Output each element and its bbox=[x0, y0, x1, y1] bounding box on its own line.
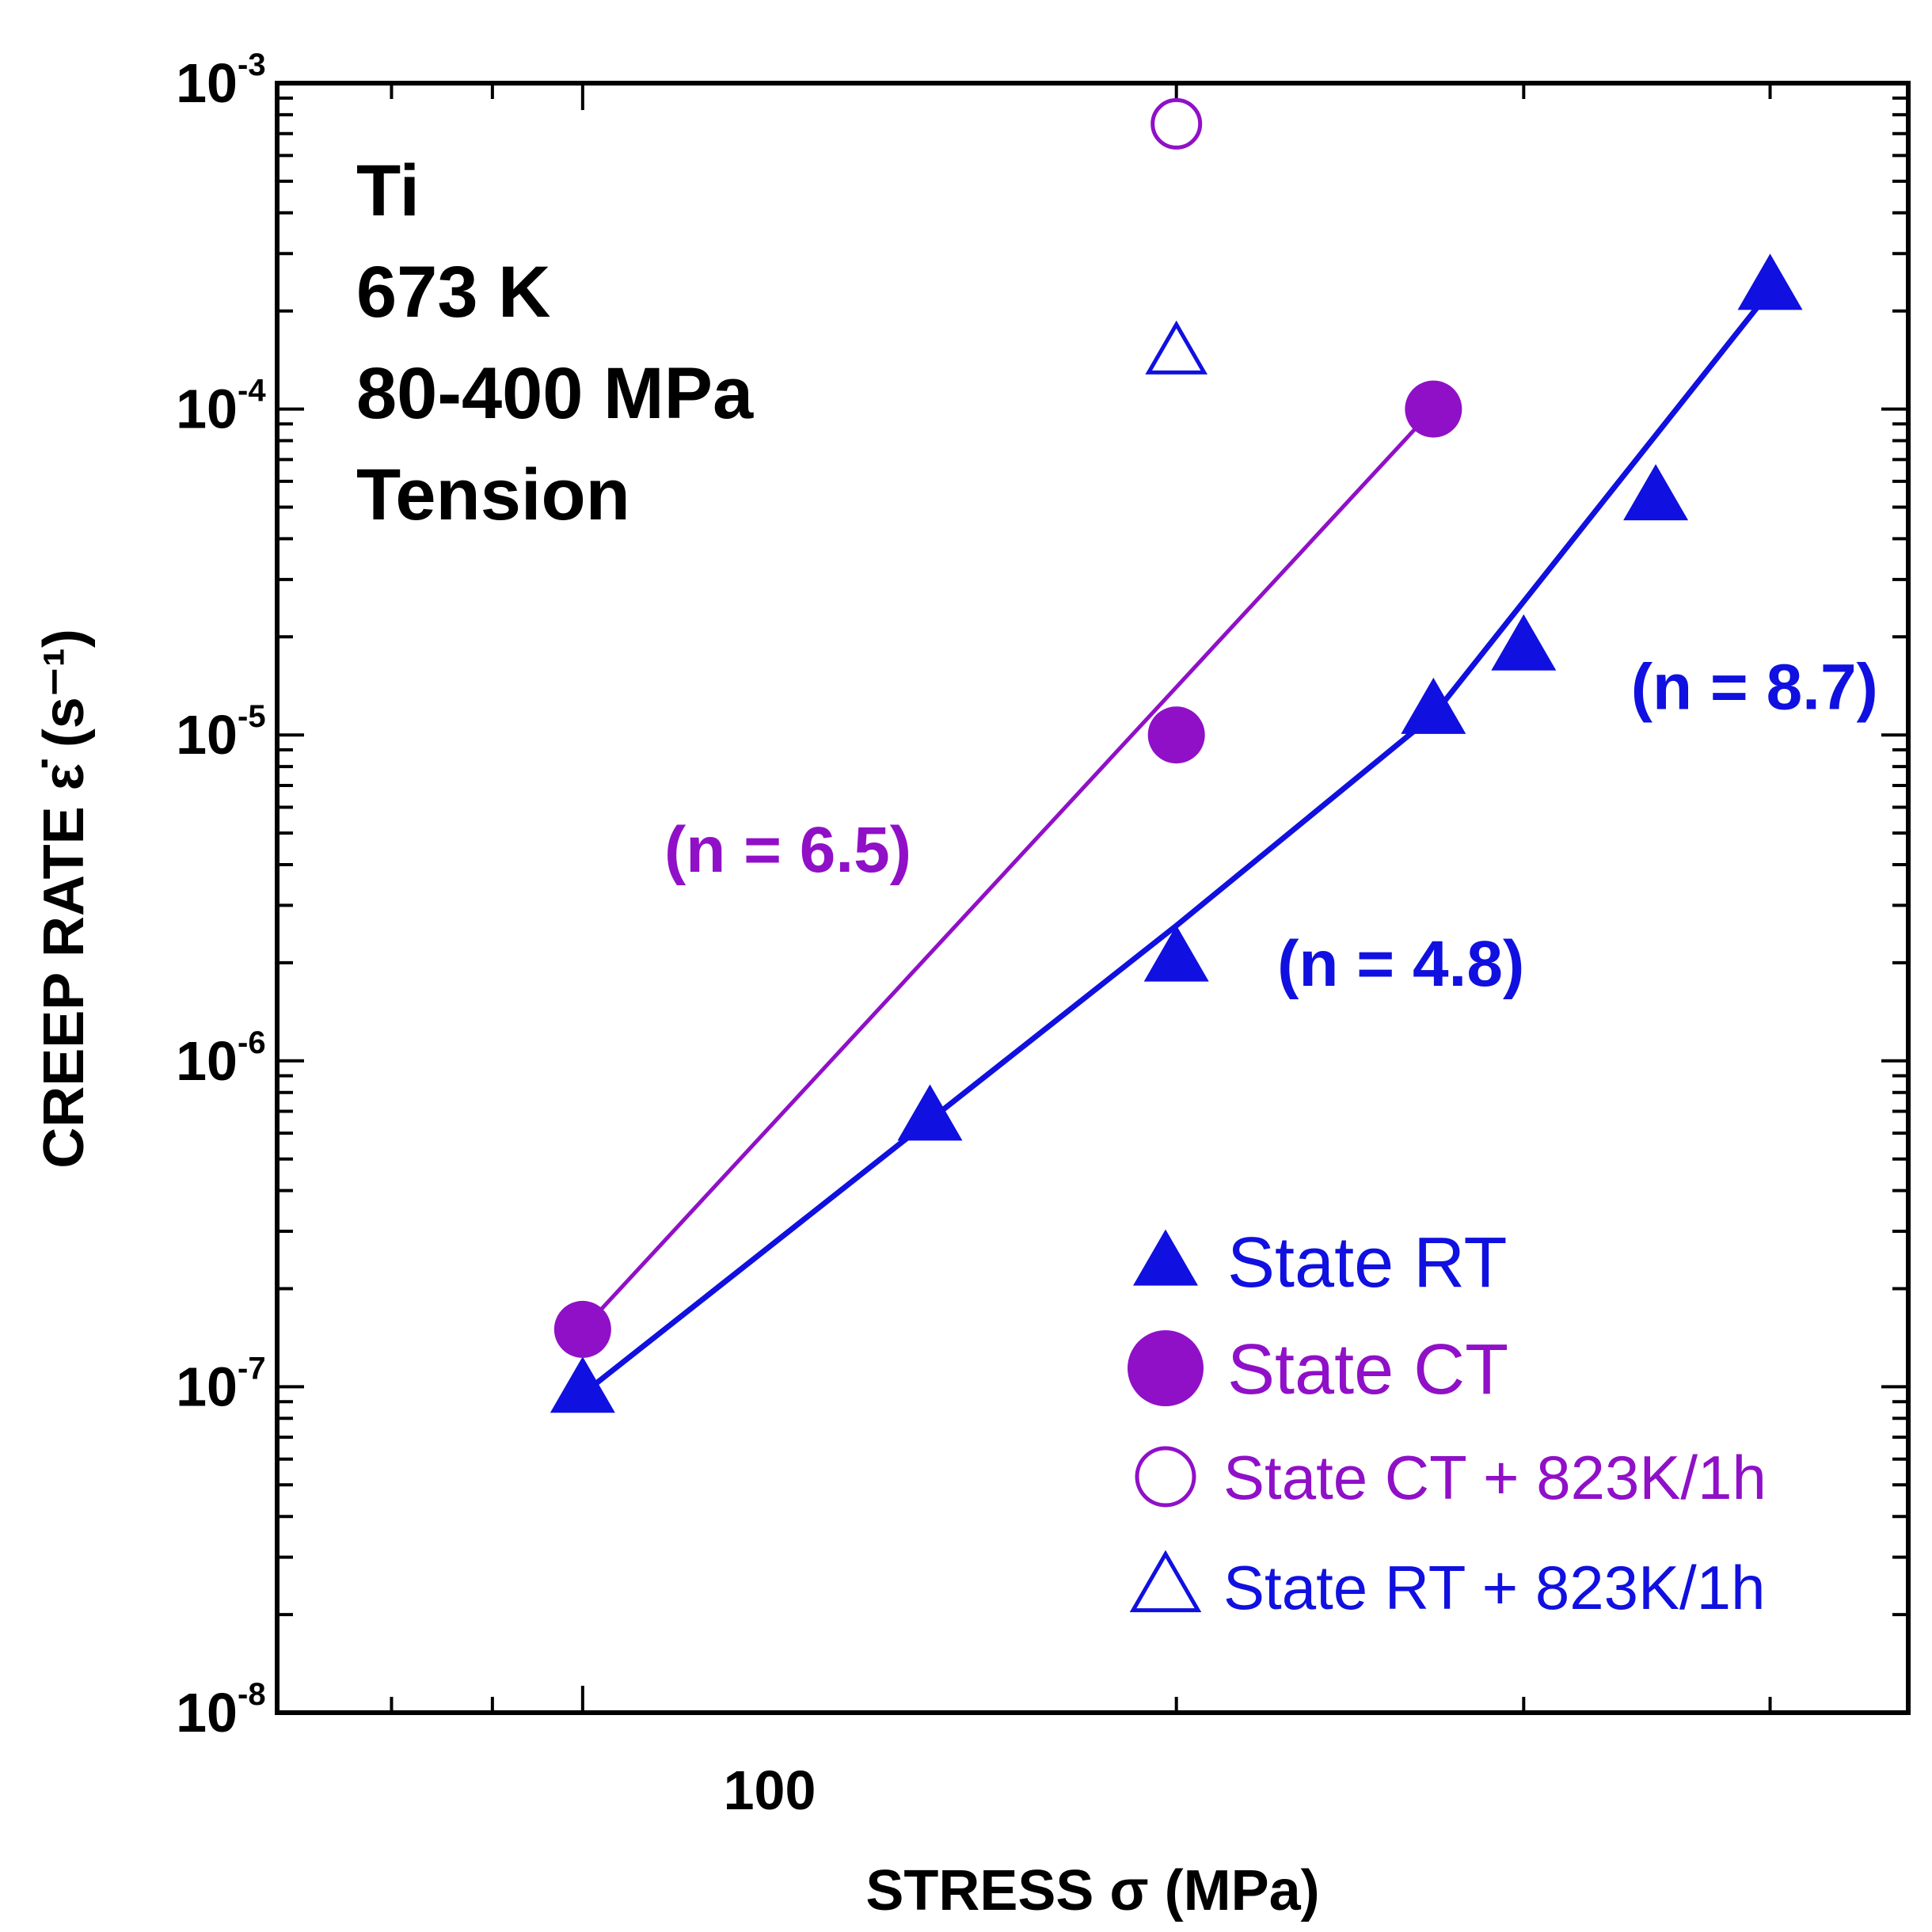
point-state-rt bbox=[897, 1084, 963, 1141]
annotation-n-6-5: (n = 6.5) bbox=[664, 814, 911, 886]
y-tick-label-exponent: -5 bbox=[238, 699, 266, 734]
point-state-ct-823k-1h bbox=[1150, 97, 1203, 150]
point-state-rt bbox=[550, 1356, 615, 1413]
legend-label-state-ct-823k: State CT + 823K/1h bbox=[1223, 1443, 1767, 1512]
y-tick-label-exponent: -8 bbox=[238, 1677, 266, 1712]
data-points bbox=[550, 97, 1803, 1413]
info-stress-range: 80-400 MPa bbox=[356, 353, 754, 434]
annotation-n-4-8: (n = 4.8) bbox=[1277, 928, 1524, 1000]
legend-label-state-rt-823k: State RT + 823K/1h bbox=[1223, 1553, 1765, 1622]
x-axis-title: STRESS σ (MPa) bbox=[865, 1859, 1319, 1922]
y-tick-label-exponent: -6 bbox=[238, 1025, 266, 1060]
y-tick-label: 10 bbox=[176, 1682, 238, 1744]
legend-marker-state-ct bbox=[1128, 1330, 1204, 1406]
y-tick-label: 10 bbox=[176, 378, 238, 440]
legend-label-state-rt: State RT bbox=[1227, 1223, 1508, 1303]
y-tick-label-exponent: -4 bbox=[238, 374, 266, 409]
legend-marker-state-ct-823k bbox=[1135, 1446, 1196, 1508]
point-state-ct bbox=[1405, 380, 1462, 438]
y-tick-label-exponent: -7 bbox=[238, 1351, 266, 1386]
plot-frame bbox=[275, 81, 1911, 1715]
point-state-rt bbox=[1491, 614, 1557, 671]
y-tick-label: 10 bbox=[176, 52, 238, 114]
y-tick-label: 10 bbox=[176, 704, 238, 766]
point-state-rt-823k-1h bbox=[1145, 320, 1208, 375]
legend-label-state-ct: State CT bbox=[1227, 1330, 1508, 1409]
x-tick-label-100: 100 bbox=[724, 1759, 816, 1821]
info-material: Ti bbox=[356, 150, 420, 231]
fit-line-state-rt bbox=[580, 289, 1773, 1397]
point-state-ct bbox=[1147, 706, 1205, 764]
y-tick-label: 10 bbox=[176, 1030, 238, 1092]
axis-ticks bbox=[277, 83, 1908, 1714]
point-state-rt bbox=[1737, 253, 1803, 310]
legend-marker-state-rt-823k bbox=[1129, 1550, 1202, 1613]
y-axis-title: CREEP RATE ε̇ (s⁻¹) bbox=[32, 629, 96, 1169]
point-state-rt bbox=[1143, 925, 1209, 982]
legend-marker-state-rt bbox=[1133, 1229, 1198, 1286]
info-temperature: 673 K bbox=[356, 252, 551, 333]
point-state-ct bbox=[553, 1300, 611, 1358]
y-tick-label: 10 bbox=[176, 1356, 238, 1417]
info-loading-mode: Tension bbox=[356, 454, 630, 535]
point-state-rt bbox=[1623, 464, 1689, 521]
info-text: Ti 673 K 80-400 MPa Tension bbox=[356, 150, 754, 535]
point-state-rt bbox=[1401, 677, 1466, 734]
y-tick-label-exponent: -3 bbox=[238, 48, 266, 82]
y-tick-labels: 10-810-710-610-510-410-3 bbox=[176, 48, 266, 1744]
annotation-n-8-7: (n = 8.7) bbox=[1631, 652, 1878, 724]
fit-line-state-ct bbox=[581, 407, 1436, 1331]
fit-lines bbox=[580, 289, 1773, 1397]
legend: State RT State CT State CT + 823K/1h Sta… bbox=[1128, 1223, 1767, 1622]
slope-annotations: (n = 6.5) (n = 4.8) (n = 8.7) bbox=[664, 652, 1878, 1000]
